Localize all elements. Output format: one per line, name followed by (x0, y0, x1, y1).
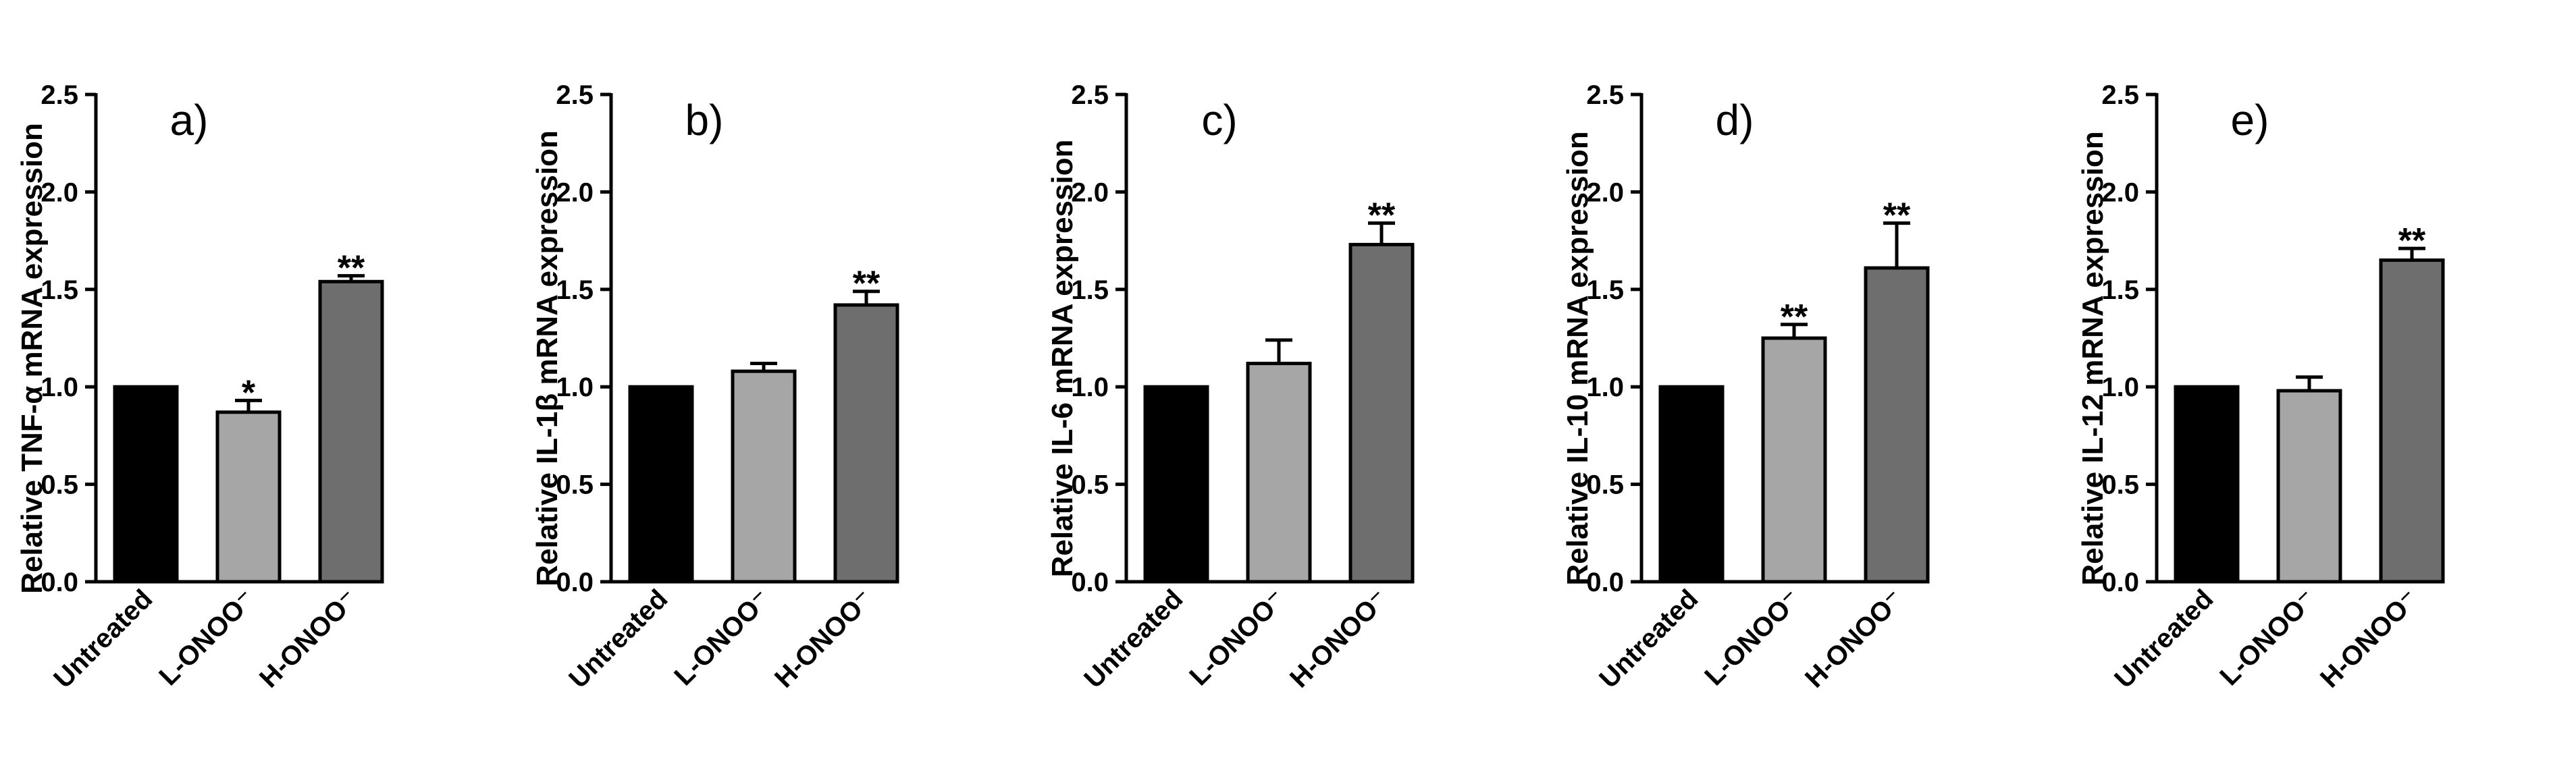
panel-label: e) (2231, 96, 2269, 144)
y-tick-label: 1.0 (2101, 373, 2139, 402)
y-tick-label: 2.0 (1586, 177, 1624, 207)
panel-d: 0.0 0.5 1.0 1.5 2.0 2.5 Relative IL-10 mRNA ex… (1561, 80, 1930, 694)
y-tick-label: 1.5 (1586, 275, 1624, 305)
panel-label: c) (1201, 96, 1237, 144)
y-tick-label: 1.0 (1586, 373, 1624, 402)
x-tick-label: H-ONOO⁻ (1284, 584, 1394, 693)
y-tick-label: 0.5 (556, 470, 594, 500)
significance-label: ** (1368, 196, 1396, 236)
y-tick-label: 1.0 (1071, 373, 1109, 402)
y-tick-label: 0.0 (556, 568, 594, 597)
bar (833, 303, 899, 584)
panel-e: 0.0 0.5 1.0 1.5 2.0 2.5 Relative IL-12 mRNA ex… (2076, 80, 2445, 694)
y-tick-label: 0.5 (1071, 470, 1109, 500)
y-tick-label: 1.5 (556, 275, 594, 305)
y-tick-label: 2.5 (41, 80, 78, 110)
y-tick-label: 1.5 (2101, 275, 2139, 305)
x-tick-label: H-ONOO⁻ (769, 584, 878, 693)
x-tick-label: L-ONOO⁻ (668, 584, 776, 691)
y-tick-label: 0.0 (41, 568, 78, 597)
bar (1658, 385, 1725, 584)
y-tick-label: 2.0 (1071, 177, 1109, 207)
panel-label: b) (685, 96, 724, 144)
x-tick-label: L-ONOO⁻ (1699, 584, 1806, 691)
bar (2379, 258, 2445, 584)
bar (731, 369, 797, 584)
y-tick-label: 2.0 (41, 177, 78, 207)
bar (215, 410, 282, 584)
x-tick-label: Untreated (2109, 584, 2219, 694)
bar (318, 279, 384, 584)
y-tick-label: 2.5 (2101, 80, 2139, 110)
bar (1143, 385, 1209, 584)
y-tick-label: 1.5 (1071, 275, 1109, 305)
significance-label: ** (1781, 298, 1808, 337)
panel-label: a) (170, 96, 209, 144)
y-tick-label: 2.5 (556, 80, 594, 110)
y-axis-label: Relative IL-12 mRNA expression (2076, 131, 2109, 585)
x-tick-label: Untreated (1594, 584, 1704, 694)
y-tick-label: 2.0 (2101, 177, 2139, 207)
x-tick-label: L-ONOO⁻ (153, 584, 261, 691)
y-tick-label: 1.0 (41, 373, 78, 402)
x-tick-label: L-ONOO⁻ (2214, 584, 2321, 691)
panel-a: 0.0 0.5 1.0 1.5 2.0 2.5 Relative TNF-α mRNA ex… (16, 80, 384, 694)
y-tick-label: 2.5 (1071, 80, 1109, 110)
bar (2276, 389, 2342, 584)
y-tick-label: 1.0 (556, 373, 594, 402)
bar (1348, 242, 1415, 584)
x-tick-label: H-ONOO⁻ (254, 584, 363, 693)
x-tick-label: H-ONOO⁻ (1799, 584, 1909, 693)
y-tick-label: 0.0 (1586, 568, 1624, 597)
significance-label: ** (338, 249, 365, 288)
significance-label: ** (853, 265, 880, 304)
y-axis-label: Relative IL-6 mRNA expression (1046, 140, 1079, 578)
x-tick-label: Untreated (563, 584, 673, 694)
y-axis-label: Relative IL-1β mRNA expression (531, 130, 564, 586)
significance-label: ** (2398, 221, 2426, 261)
x-tick-label: L-ONOO⁻ (1184, 584, 1291, 691)
y-tick-label: 0.0 (2101, 568, 2139, 597)
bar (1761, 336, 1827, 584)
y-axis-label: Relative IL-10 mRNA expression (1561, 131, 1594, 585)
bar (2174, 385, 2240, 584)
panel-c: 0.0 0.5 1.0 1.5 2.0 2.5 Relative IL-6 mRNA exp… (1046, 80, 1415, 694)
bar (1864, 266, 1930, 584)
y-tick-label: 2.5 (1586, 80, 1624, 110)
x-tick-label: H-ONOO⁻ (2315, 584, 2424, 693)
significance-label: ** (1883, 196, 1911, 236)
x-tick-label: Untreated (1078, 584, 1188, 694)
panel-label: d) (1716, 96, 1754, 144)
x-tick-label: Untreated (48, 584, 158, 694)
significance-label: * (242, 373, 256, 412)
bar (113, 385, 179, 584)
y-tick-label: 0.5 (41, 470, 78, 500)
y-axis-label: Relative TNF-α mRNA expression (16, 123, 49, 594)
y-tick-label: 0.5 (2101, 470, 2139, 500)
bar (1246, 362, 1312, 584)
y-tick-label: 2.0 (556, 177, 594, 207)
y-tick-label: 0.0 (1071, 568, 1109, 597)
y-tick-label: 1.5 (41, 275, 78, 305)
y-tick-label: 0.5 (1586, 470, 1624, 500)
panel-b: 0.0 0.5 1.0 1.5 2.0 2.5 Relative IL-1β mRNA ex… (531, 80, 899, 694)
bar (628, 385, 694, 584)
